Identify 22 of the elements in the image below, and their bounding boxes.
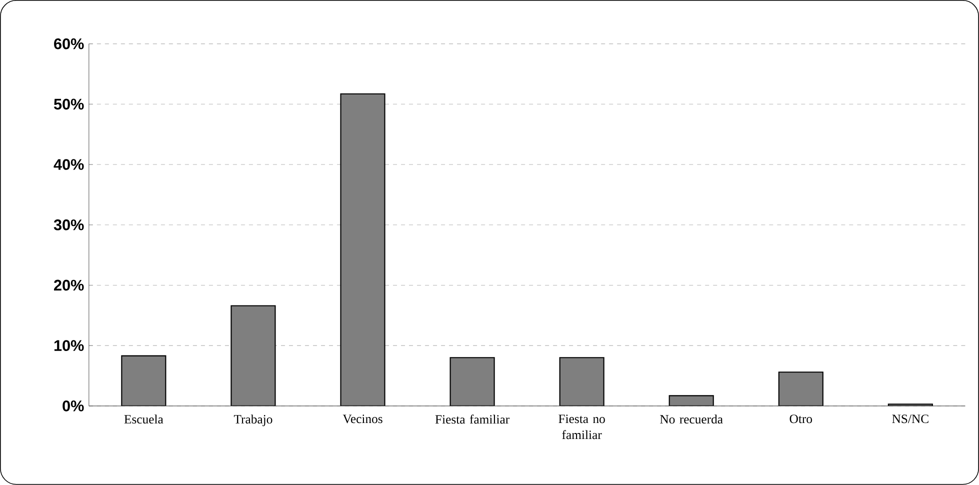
bar	[450, 357, 495, 406]
y-tick-label: 40%	[54, 159, 84, 170]
x-tick-label: No recuerda	[660, 414, 723, 424]
y-tick-label: 50%	[54, 98, 84, 110]
bar	[669, 396, 714, 406]
x-tick-label: Fiesta familiar	[435, 414, 510, 424]
y-tick-label: 10%	[54, 340, 84, 352]
x-tick-label: Escuela	[124, 414, 164, 424]
bar	[340, 93, 386, 406]
x-tick-label: Vecinos	[342, 414, 382, 424]
bar	[121, 355, 166, 406]
y-tick-label: 30%	[54, 220, 84, 230]
y-tick-label: 60%	[54, 38, 84, 50]
bar	[230, 305, 276, 406]
y-tick-label: 0%	[62, 400, 84, 412]
x-tick-label: Fiesta no familiar	[558, 414, 605, 440]
y-tick-label: 20%	[54, 280, 84, 291]
x-tick-label: Otro	[790, 414, 812, 424]
bar	[778, 372, 824, 406]
x-tick-label: Trabajo	[234, 414, 272, 426]
bar	[559, 357, 604, 406]
x-tick-label: NS/NC	[892, 414, 928, 424]
